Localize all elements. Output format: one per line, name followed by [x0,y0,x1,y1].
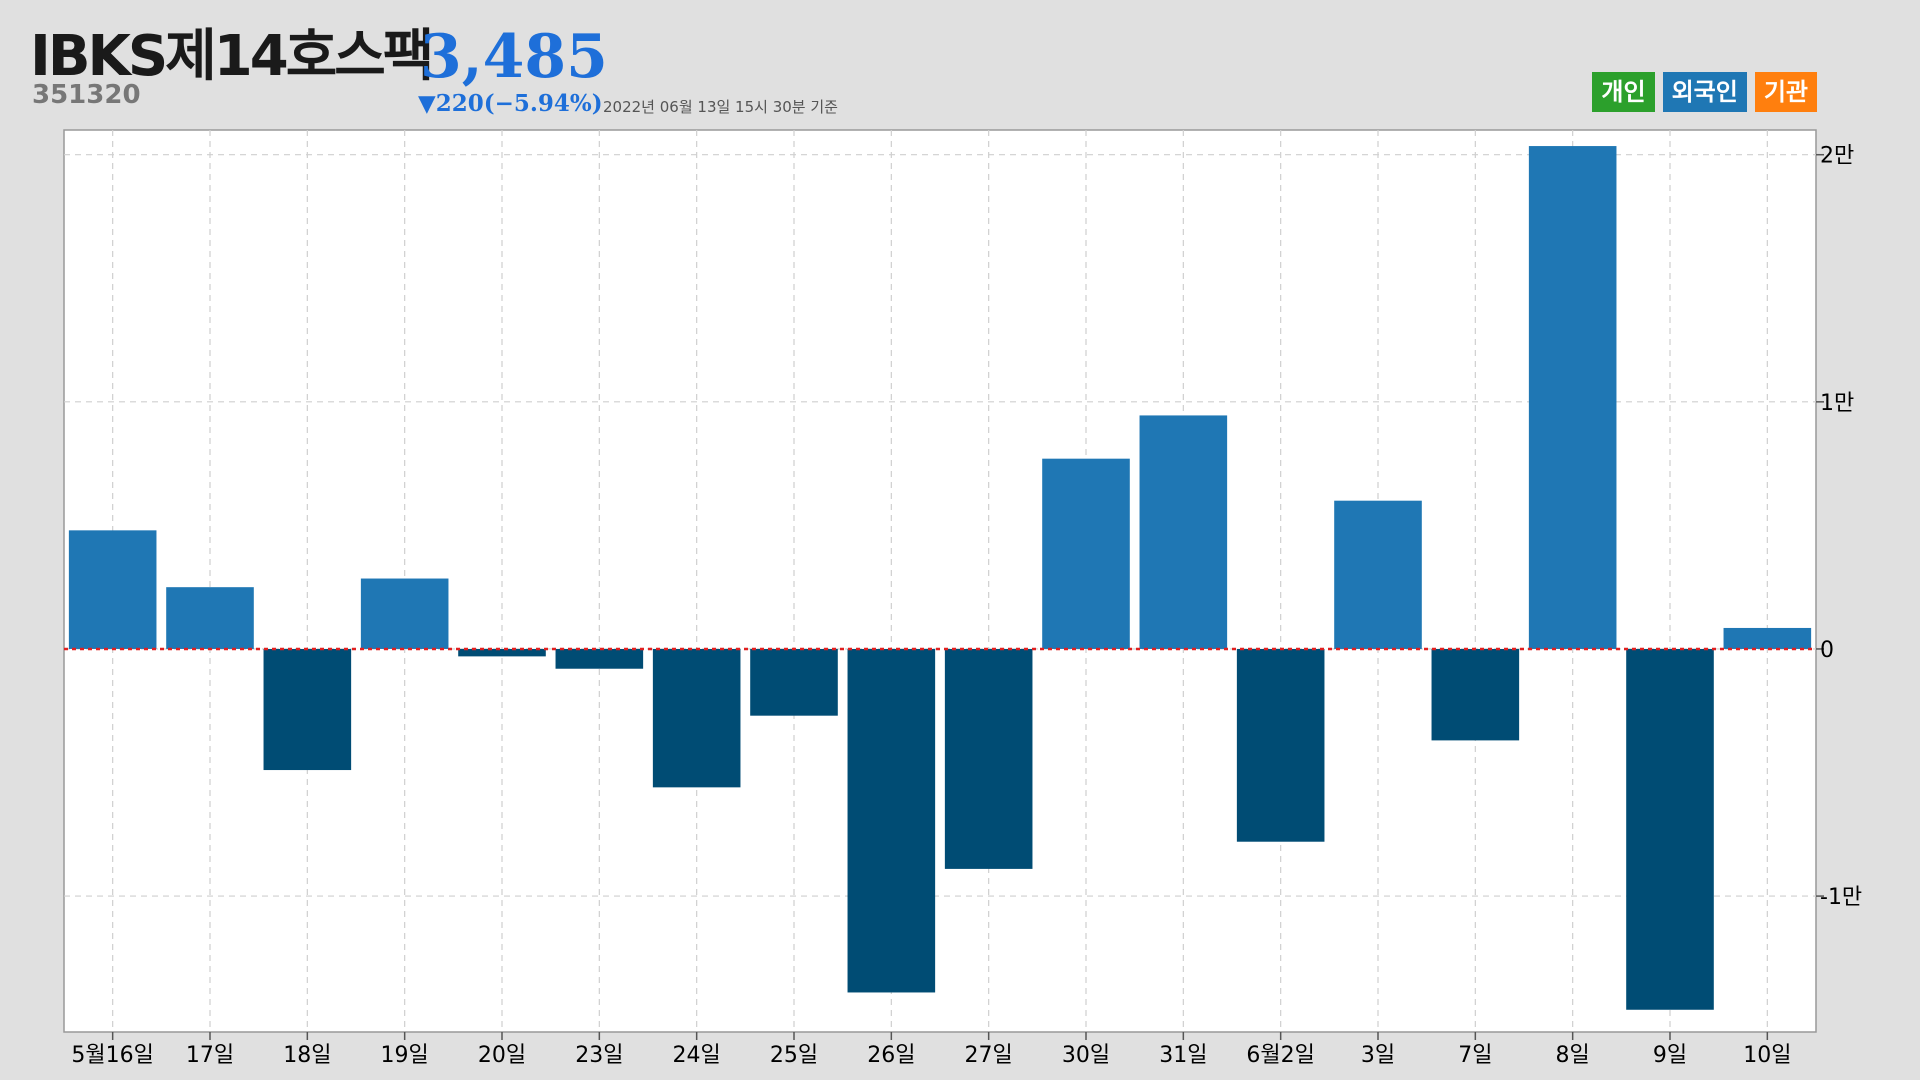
y-tick-label: 0 [1820,638,1834,663]
bar [847,648,936,993]
stock-code: 351320 [32,80,141,110]
bar [1042,458,1130,649]
x-tick-label: 18일 [283,1043,331,1068]
x-tick-label: 26일 [867,1043,915,1068]
bar [68,530,157,649]
bar [944,648,1033,869]
x-tick-label: 25일 [770,1043,818,1068]
bar [1626,648,1714,1010]
y-tick-label: 2만 [1820,144,1854,169]
legend-foreign[interactable]: 외국인 [1662,72,1747,112]
x-tick-label: 19일 [381,1043,429,1068]
x-tick-label: 9일 [1653,1043,1687,1068]
x-tick-label: 3일 [1361,1043,1395,1068]
bar [458,648,546,657]
stock-name: IBKS제14호스팩 [30,24,434,89]
bar [1723,627,1812,649]
x-tick-label: 5월16일 [71,1043,153,1068]
bar [1334,500,1422,649]
bar [263,648,352,771]
bar [360,578,449,649]
y-tick-label: -1만 [1820,885,1862,910]
bar [1431,648,1520,741]
price-change: ▼220(−5.94%) [418,90,603,117]
plot-area [63,129,1817,1033]
bar [555,648,644,669]
x-tick-label: 31일 [1159,1043,1207,1068]
x-tick-label: 6월2일 [1246,1043,1314,1068]
x-tick-label: 20일 [478,1043,526,1068]
x-tick-label: 17일 [186,1043,234,1068]
x-tick-label: 7일 [1458,1043,1492,1068]
x-tick-label: 30일 [1062,1043,1110,1068]
legend: 개인 외국인 기관 [1592,72,1817,112]
bar [1236,648,1325,842]
x-tick-label: 24일 [673,1043,721,1068]
x-tick-label: 10일 [1743,1043,1791,1068]
x-tick-label: 23일 [575,1043,623,1068]
bar [1139,415,1228,649]
bar [1528,146,1617,649]
y-tick-label: 1만 [1820,391,1854,416]
legend-individual[interactable]: 개인 [1592,72,1655,112]
timestamp: 2022년 06월 13일 15시 30분 기준 [603,98,838,116]
legend-institution[interactable]: 기관 [1754,72,1817,112]
bar [652,648,741,788]
bar [750,648,838,716]
x-tick-label: 27일 [965,1043,1013,1068]
current-price: 3,485 [420,22,608,92]
bar [166,587,254,649]
x-tick-label: 8일 [1556,1043,1590,1068]
